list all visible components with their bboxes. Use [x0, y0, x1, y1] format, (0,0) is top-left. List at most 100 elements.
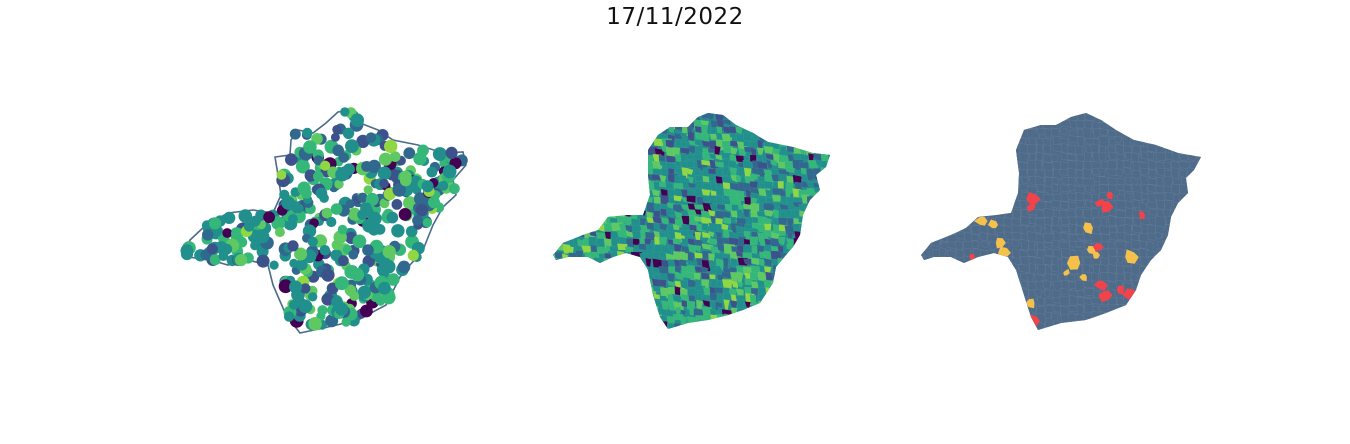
municipality-area	[806, 216, 818, 228]
municipality-area	[791, 306, 802, 318]
municipality-area	[610, 166, 620, 177]
municipality-area	[1156, 320, 1165, 330]
municipality-area	[724, 330, 732, 340]
municipality-area	[1050, 199, 1061, 209]
municipality-area	[562, 267, 573, 274]
municipality-area	[626, 271, 636, 284]
municipality-area	[576, 173, 588, 182]
municipality-area	[630, 146, 641, 158]
municipality-area	[964, 216, 976, 227]
municipality-area	[596, 173, 609, 184]
point-marker	[315, 187, 328, 200]
municipality-area	[792, 285, 799, 292]
point-marker	[206, 243, 218, 255]
choropleth-map-panel	[548, 95, 848, 345]
municipality-area	[771, 125, 779, 134]
municipality-area	[988, 169, 997, 183]
municipality-area	[813, 117, 823, 130]
category-regions	[921, 113, 1201, 344]
municipality-area	[597, 309, 609, 317]
municipality-area	[562, 327, 575, 329]
municipality-area	[591, 328, 600, 329]
municipality-area	[921, 304, 930, 316]
point-marker	[365, 192, 379, 206]
municipality-area	[595, 133, 603, 145]
municipality-area	[554, 314, 563, 324]
municipality-area	[631, 189, 644, 201]
municipality-area	[947, 250, 956, 262]
municipality-area	[582, 330, 588, 337]
municipality-area	[994, 271, 1004, 280]
municipality-area	[609, 328, 622, 329]
municipality-area	[821, 117, 830, 126]
municipality-area	[658, 160, 667, 167]
municipality-area	[623, 153, 631, 160]
municipality-area	[792, 271, 802, 278]
municipality-area	[763, 145, 774, 155]
municipality-area	[575, 139, 584, 150]
municipality-area	[987, 143, 998, 153]
municipality-area	[995, 168, 1008, 179]
municipality-area	[674, 330, 681, 338]
municipality-area	[921, 113, 927, 117]
municipality-area	[553, 231, 564, 238]
municipality-area	[707, 237, 718, 246]
municipality-area	[939, 161, 952, 175]
point-marker	[361, 161, 372, 172]
municipality-area	[1163, 264, 1173, 274]
municipality-area	[581, 153, 592, 160]
municipality-area	[778, 264, 786, 272]
municipality-area	[1131, 170, 1141, 180]
municipality-area	[603, 173, 616, 183]
municipality-area	[955, 137, 967, 147]
municipality-area	[947, 305, 956, 315]
municipality-area	[638, 274, 648, 284]
municipality-area	[988, 311, 998, 320]
point-map	[180, 107, 468, 334]
municipality-area	[588, 223, 595, 233]
municipality-area	[574, 131, 587, 142]
municipality-area	[674, 265, 682, 274]
municipality-area	[829, 337, 838, 343]
municipality-area	[666, 202, 676, 209]
municipality-area	[987, 337, 997, 344]
municipality-area	[963, 160, 973, 173]
point-marker	[223, 211, 236, 224]
municipality-area	[835, 111, 845, 119]
municipality-area	[742, 208, 750, 218]
point-marker	[289, 280, 302, 294]
point-marker	[340, 107, 350, 117]
municipality-area	[639, 287, 651, 297]
municipality-area	[1186, 223, 1198, 234]
municipality-area	[807, 308, 819, 318]
municipality-area	[681, 237, 689, 246]
point-marker	[412, 215, 423, 226]
municipality-area	[730, 113, 741, 116]
municipality-area	[1133, 328, 1146, 330]
municipality-area	[765, 287, 776, 296]
municipality-area	[651, 125, 663, 134]
municipality-area	[841, 272, 847, 278]
municipality-area	[553, 188, 558, 197]
municipality-area	[933, 121, 942, 131]
municipality-area	[584, 309, 596, 319]
municipality-area	[821, 307, 830, 317]
municipality-area	[971, 327, 985, 330]
municipality-area	[798, 244, 807, 253]
municipality-area	[568, 232, 579, 239]
municipality-area	[921, 233, 924, 243]
municipality-area	[965, 169, 973, 180]
point-marker	[295, 258, 308, 271]
municipality-area	[625, 196, 636, 206]
municipality-area	[806, 300, 818, 308]
municipality-area	[771, 328, 779, 329]
municipality-area	[827, 292, 830, 304]
municipality-area	[721, 223, 729, 231]
municipality-area	[995, 280, 1005, 294]
municipality-area	[940, 153, 949, 164]
municipality-area	[639, 294, 651, 304]
municipality-area	[1196, 145, 1201, 157]
municipality-area	[957, 263, 971, 277]
municipality-area	[949, 119, 961, 132]
municipality-area	[560, 189, 572, 200]
